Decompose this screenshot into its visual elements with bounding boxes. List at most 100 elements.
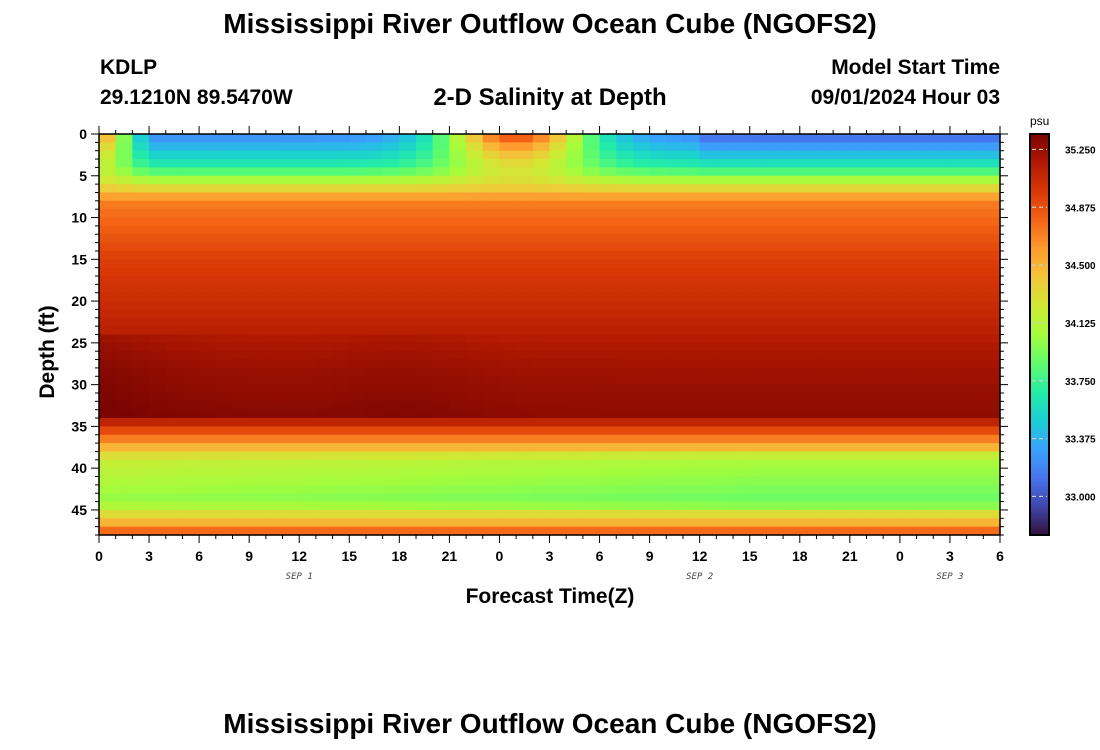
heatmap-cell xyxy=(416,384,434,394)
heatmap-cell xyxy=(632,384,651,394)
heatmap-cell xyxy=(249,451,267,461)
heatmap-cell xyxy=(416,459,434,469)
heatmap-cell xyxy=(299,359,317,369)
heatmap-cell xyxy=(599,167,617,177)
heatmap-cell xyxy=(165,384,184,394)
heatmap-cell xyxy=(265,326,284,336)
heatmap-cell xyxy=(599,301,617,311)
heatmap-cell xyxy=(215,468,234,478)
heatmap-cell xyxy=(482,250,501,260)
heatmap-cell xyxy=(482,401,501,411)
heatmap-cell xyxy=(549,518,567,528)
heatmap-cell xyxy=(382,509,400,519)
heatmap-cell xyxy=(599,409,617,419)
heatmap-cell xyxy=(199,501,217,511)
heatmap-cell xyxy=(949,509,968,519)
heatmap-cell xyxy=(682,209,701,219)
heatmap-cell xyxy=(99,468,117,478)
heatmap-cell xyxy=(783,509,801,519)
heatmap-cell xyxy=(649,225,667,235)
heatmap-cell xyxy=(682,384,701,394)
heatmap-cell xyxy=(632,309,651,319)
heatmap-cell xyxy=(315,484,334,494)
heatmap-cell xyxy=(883,418,901,427)
heatmap-cell xyxy=(265,376,284,386)
heatmap-cell xyxy=(632,167,651,177)
heatmap-cell xyxy=(249,459,267,469)
heatmap-cell xyxy=(616,468,634,478)
heatmap-cell xyxy=(132,200,150,210)
heatmap-cell xyxy=(549,501,567,511)
heatmap-cell xyxy=(783,401,801,411)
heatmap-cell xyxy=(799,493,818,503)
heatmap-cell xyxy=(899,342,918,352)
heatmap-cell xyxy=(949,501,968,511)
heatmap-cell xyxy=(649,376,667,386)
heatmap-cell xyxy=(833,518,851,528)
heatmap-cell xyxy=(265,142,284,152)
heatmap-cell xyxy=(382,209,400,219)
heatmap-cell xyxy=(966,509,984,519)
heatmap-cell xyxy=(566,200,584,210)
heatmap-cell xyxy=(933,276,951,285)
heatmap-cell xyxy=(532,476,551,486)
heatmap-cell xyxy=(682,493,701,503)
x-tick-label: 3 xyxy=(546,548,554,564)
heatmap-cell xyxy=(165,476,184,486)
heatmap-cell xyxy=(699,367,717,377)
heatmap-cell xyxy=(566,351,584,361)
heatmap-cell xyxy=(632,451,651,461)
heatmap-cell xyxy=(265,217,284,227)
heatmap-cell xyxy=(549,167,567,177)
heatmap-cell xyxy=(699,459,717,469)
heatmap-cell xyxy=(516,276,534,285)
heatmap-cell xyxy=(149,301,167,311)
heatmap-cell xyxy=(833,376,851,386)
heatmap-cell xyxy=(582,192,601,202)
heatmap-cell xyxy=(115,142,133,152)
heatmap-cell xyxy=(749,351,768,361)
heatmap-cell xyxy=(499,459,517,469)
heatmap-cell xyxy=(916,526,934,536)
heatmap-cell xyxy=(866,392,884,402)
heatmap-cell xyxy=(916,159,934,169)
heatmap-cell xyxy=(299,326,317,336)
heatmap-cell xyxy=(349,342,367,352)
heatmap-cell xyxy=(482,142,501,152)
heatmap-cell xyxy=(916,134,934,143)
heatmap-cell xyxy=(232,401,250,411)
heatmap-cell xyxy=(466,301,484,311)
heatmap-cell xyxy=(899,301,918,311)
heatmap-cell xyxy=(432,334,450,344)
heatmap-cell xyxy=(616,409,634,419)
heatmap-cell xyxy=(916,484,934,494)
heatmap-cell xyxy=(349,301,367,311)
heatmap-cell xyxy=(249,259,267,269)
heatmap-cell xyxy=(766,242,784,252)
heatmap-cell xyxy=(332,192,350,202)
heatmap-cell xyxy=(482,276,501,285)
heatmap-cell xyxy=(549,242,567,252)
heatmap-cell xyxy=(382,309,400,319)
heatmap-cell xyxy=(883,184,901,194)
heatmap-cell xyxy=(783,317,801,327)
heatmap-cell xyxy=(466,167,484,177)
date-label: SEP 1 xyxy=(286,572,313,582)
heatmap-cell xyxy=(365,426,384,436)
heatmap-cell xyxy=(516,409,534,419)
heatmap-cell xyxy=(165,434,184,444)
heatmap-cell xyxy=(232,184,250,194)
x-tick-label: 12 xyxy=(291,548,307,564)
heatmap-cell xyxy=(899,367,918,377)
heatmap-cell xyxy=(632,326,651,336)
heatmap-cell xyxy=(549,526,567,536)
heatmap-cell xyxy=(933,476,951,486)
heatmap-cell xyxy=(733,159,751,169)
heatmap-cell xyxy=(766,409,784,419)
heatmap-cell xyxy=(99,234,117,244)
heatmap-cell xyxy=(916,175,934,185)
heatmap-cell xyxy=(132,276,150,285)
heatmap-cell xyxy=(282,259,300,269)
heatmap-cell xyxy=(182,225,200,235)
heatmap-cell xyxy=(566,376,584,386)
